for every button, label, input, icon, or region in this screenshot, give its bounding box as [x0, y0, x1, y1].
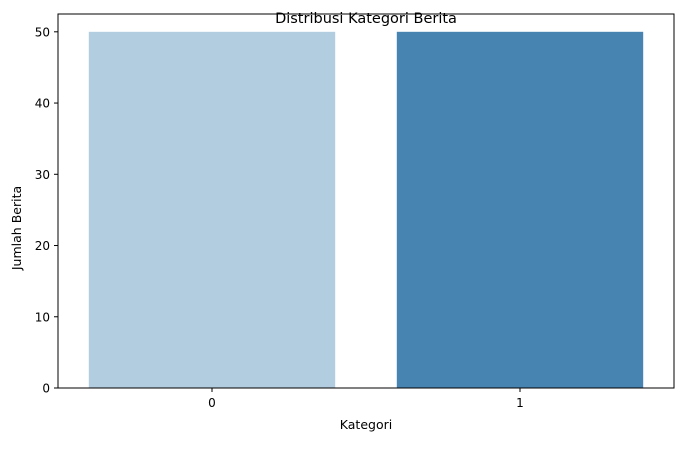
y-tick-label: 30 — [35, 168, 50, 182]
y-axis-ticks: 0 10 20 30 40 50 — [35, 25, 58, 396]
y-tick-label: 0 — [42, 382, 50, 396]
y-tick-label: 40 — [35, 97, 50, 111]
y-tick-label: 50 — [35, 25, 50, 39]
y-axis-label: Jumlah Berita — [9, 186, 24, 271]
plot-frame — [57, 13, 675, 389]
x-axis-label: Kategori — [340, 417, 392, 432]
y-tick-label: 10 — [35, 310, 50, 324]
bars-group — [88, 31, 644, 389]
x-tick-label: 1 — [516, 396, 524, 410]
chart-title: Distribusi Kategori Berita — [275, 11, 457, 27]
bar-1 — [396, 31, 644, 389]
y-tick-label: 20 — [35, 239, 50, 253]
bar-0 — [88, 31, 336, 389]
x-tick-label: 0 — [208, 396, 216, 410]
